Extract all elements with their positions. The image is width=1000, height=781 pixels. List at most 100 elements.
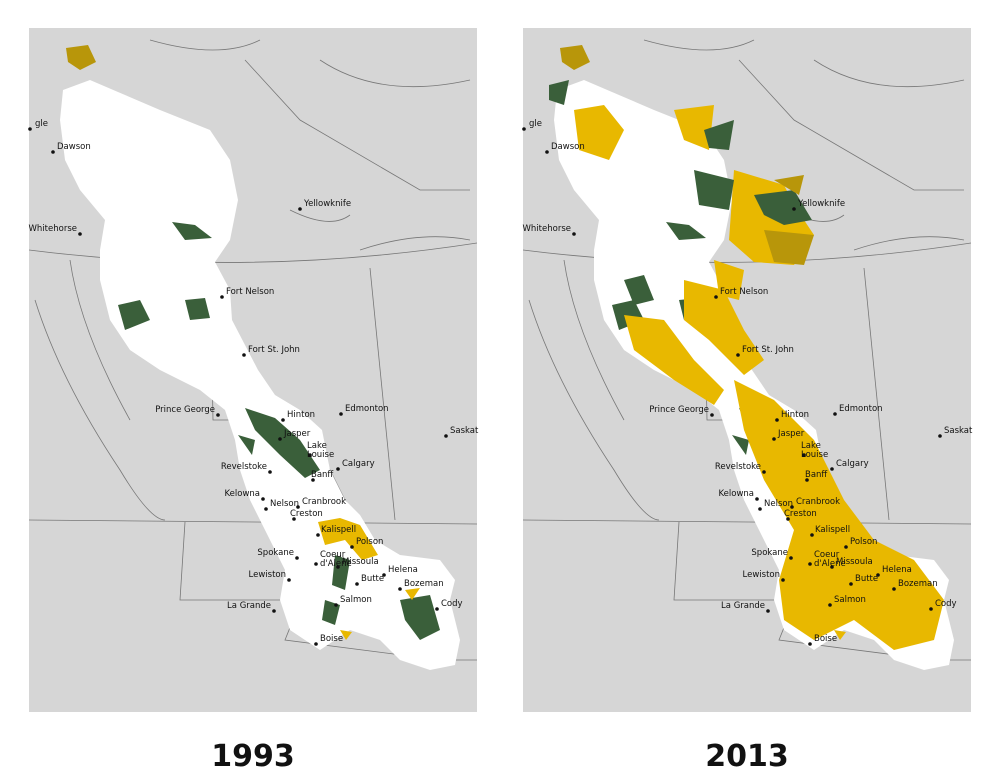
city-label: Dawson [551, 142, 585, 152]
city-label: Jasper [777, 429, 805, 439]
city-label: Louise [307, 450, 334, 460]
city-dot [78, 232, 82, 236]
city-label: Cody [441, 599, 463, 609]
city-dot [790, 505, 794, 509]
city-dot [220, 295, 224, 299]
city-label: Edmonton [839, 404, 883, 414]
city-dot [762, 470, 766, 474]
city-label: Louise [801, 450, 828, 460]
city-dot [755, 497, 759, 501]
map-2013 [523, 28, 971, 712]
city-label: Salmon [834, 595, 866, 605]
city-label: Fort Nelson [720, 287, 768, 297]
city-dot [792, 207, 796, 211]
city-label: Butte [361, 574, 384, 584]
city-dot [805, 478, 809, 482]
city-dot [545, 150, 549, 154]
city-dot [892, 587, 896, 591]
city-label: Creston [784, 509, 817, 519]
city-label: Yellowknife [797, 199, 845, 209]
city-dot [292, 517, 296, 521]
city-dot [849, 582, 853, 586]
city-label: Saskat [450, 426, 479, 436]
city-dot [786, 517, 790, 521]
city-label: Salmon [340, 595, 372, 605]
city-dot [314, 642, 318, 646]
city-label: Cranbrook [796, 497, 840, 507]
city-dot [264, 507, 268, 511]
labels: gle Dawson Whitehorse Yellowknife Fort Nelso… [28, 119, 973, 774]
city-label: Fort Nelson [226, 287, 274, 297]
city-dot [339, 412, 343, 416]
city-label: Coeur [814, 550, 840, 560]
city-label: Helena [882, 565, 912, 575]
city-label: Cranbrook [302, 497, 346, 507]
city-label: Lewiston [743, 570, 780, 580]
city-label: Spokane [257, 548, 294, 558]
city-dot [876, 573, 880, 577]
panel-labels: gle Dawson Whitehorse Yellowknife Fort Nelso… [28, 119, 479, 774]
city-label: Bozeman [404, 579, 444, 589]
city-dot [522, 127, 526, 131]
city-label: gle [35, 119, 48, 129]
city-label: Edmonton [345, 404, 389, 414]
city-label: Creston [290, 509, 323, 519]
city-label: Banff [805, 470, 828, 480]
city-dot [810, 533, 814, 537]
city-label: Prince George [649, 405, 709, 415]
city-label: Cody [935, 599, 957, 609]
city-dot [758, 507, 762, 511]
city-label: Polson [356, 537, 383, 547]
city-label: La Grande [721, 601, 765, 611]
city-dot [710, 413, 714, 417]
city-dot [808, 562, 812, 566]
city-label: Spokane [751, 548, 788, 558]
city-dot [398, 587, 402, 591]
city-dot [382, 573, 386, 577]
city-dot [287, 578, 291, 582]
city-dot [272, 609, 276, 613]
city-dot [444, 434, 448, 438]
city-dot [281, 418, 285, 422]
city-dot [336, 467, 340, 471]
city-dot [314, 562, 318, 566]
city-label: Yellowknife [303, 199, 351, 209]
city-label: Lewiston [249, 570, 286, 580]
city-dot [316, 533, 320, 537]
city-dot [802, 453, 806, 457]
city-dot [350, 545, 354, 549]
city-label: Helena [388, 565, 418, 575]
city-dot [789, 556, 793, 560]
city-dot [242, 353, 246, 357]
city-dot [938, 434, 942, 438]
city-label: Boise [320, 634, 343, 644]
city-label: Hinton [287, 410, 315, 420]
city-dot [298, 207, 302, 211]
city-dot [268, 470, 272, 474]
city-label: Lake [801, 441, 821, 451]
city-dot [296, 505, 300, 509]
city-dot [216, 413, 220, 417]
city-label: Revelstoke [221, 462, 267, 472]
city-label: Kelowna [225, 489, 261, 499]
city-label: Butte [855, 574, 878, 584]
city-label: Polson [850, 537, 877, 547]
city-label: Whitehorse [29, 224, 77, 234]
city-label: Missoula [836, 557, 873, 567]
city-dot [828, 603, 832, 607]
city-dot [766, 609, 770, 613]
city-label: Missoula [342, 557, 379, 567]
city-label: Saskat [944, 426, 973, 436]
city-dot [28, 127, 32, 131]
city-label: Hinton [781, 410, 809, 420]
city-label: Coeur [320, 550, 346, 560]
city-dot [334, 603, 338, 607]
city-label: Prince George [155, 405, 215, 415]
city-dot [830, 467, 834, 471]
city-dot [51, 150, 55, 154]
city-dot [775, 418, 779, 422]
city-dot [781, 578, 785, 582]
city-label: Bozeman [898, 579, 938, 589]
city-label: Nelson [270, 499, 299, 509]
